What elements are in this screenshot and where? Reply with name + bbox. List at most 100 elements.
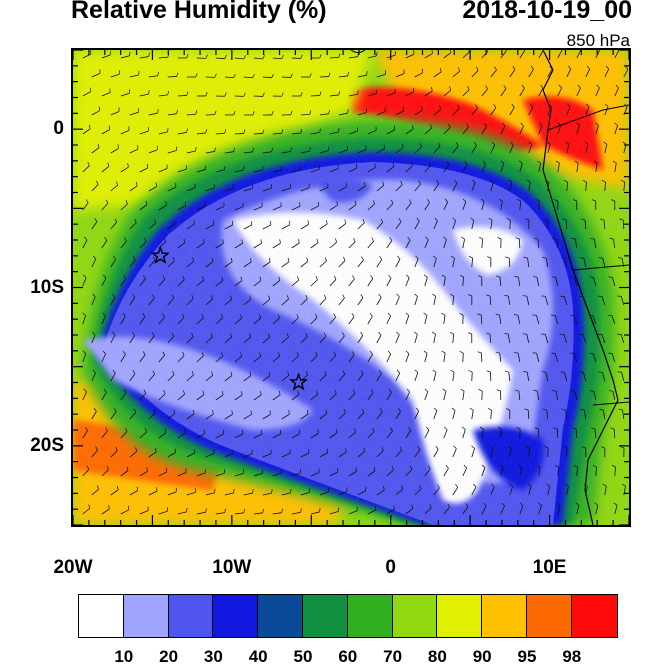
wind-barb	[566, 144, 570, 154]
wind-barb	[291, 472, 301, 477]
wind-barb	[148, 223, 157, 230]
wind-barb-flag	[432, 369, 437, 373]
wind-barb	[538, 505, 542, 515]
wind-barb-flag	[468, 255, 473, 259]
wind-barb	[414, 72, 423, 78]
wind-barb-flag	[536, 464, 541, 468]
wind-barb	[329, 316, 336, 325]
colorbar-swatch	[123, 595, 169, 637]
wind-barb	[319, 491, 329, 496]
wind-barb	[405, 53, 415, 59]
wind-barb	[196, 433, 205, 439]
wind-barb	[424, 127, 432, 135]
wind-barb-flag	[352, 389, 356, 394]
wind-barb	[593, 239, 597, 249]
wind-barb	[500, 125, 506, 135]
wind-barb-flag	[342, 332, 345, 337]
wind-barb	[357, 490, 366, 496]
wind-barb-flag	[421, 106, 423, 111]
wind-barb	[224, 414, 233, 420]
wind-barb	[110, 411, 117, 420]
wind-barb-flag	[512, 66, 516, 70]
wind-barb	[508, 257, 511, 268]
wind-barb	[414, 109, 423, 116]
wind-barb-flag	[519, 502, 524, 506]
wind-barb-flag	[423, 274, 428, 278]
wind-barb	[310, 511, 320, 515]
wind-barb	[357, 185, 366, 192]
wind-barb-flag	[98, 106, 101, 111]
wind-barb-flag	[548, 103, 552, 108]
wind-barb-flag	[580, 408, 585, 411]
wind-barb-flag	[431, 87, 433, 92]
wind-barb	[243, 414, 252, 420]
wind-barb	[91, 72, 101, 78]
wind-barb-flag	[113, 408, 117, 412]
wind-barb-flag	[212, 220, 215, 225]
wind-barb	[234, 473, 244, 477]
wind-barb-flag	[116, 485, 119, 490]
wind-barb-flag	[191, 371, 194, 376]
wind-barb	[300, 150, 310, 154]
wind-barb	[481, 239, 484, 249]
wind-barb	[509, 107, 515, 116]
wind-barb-flag	[281, 508, 283, 513]
wind-barb-flag	[485, 85, 488, 90]
wind-barb-flag	[182, 351, 185, 356]
wind-barb-flag	[370, 389, 374, 393]
wind-barb-flag	[334, 389, 337, 394]
wind-barb	[120, 278, 127, 287]
wind-barb	[224, 453, 234, 458]
wind-barb-flag	[540, 84, 544, 89]
wind-barb	[490, 409, 492, 420]
wind-barb-flag	[89, 87, 92, 92]
wind-barb	[462, 276, 464, 287]
wind-barb-flag	[122, 350, 126, 355]
wind-barb	[177, 393, 185, 401]
wind-barb	[234, 57, 244, 60]
wind-barb-flag	[505, 256, 510, 259]
wind-barb-flag	[522, 295, 527, 297]
wind-barb-flag	[172, 257, 175, 262]
wind-barb	[338, 451, 347, 458]
wind-barb-flag	[468, 370, 473, 373]
wind-barb-flag	[230, 257, 233, 262]
wind-barb	[196, 169, 206, 173]
wind-barb	[82, 277, 87, 287]
wind-barb	[224, 336, 232, 344]
wind-barb	[519, 163, 523, 173]
wind-barb-flag	[459, 274, 464, 278]
wind-barb-flag	[415, 255, 419, 259]
wind-barb-flag	[364, 182, 366, 187]
wind-barb-flag	[560, 257, 565, 259]
wind-barb-flag	[309, 147, 311, 152]
wind-barb-flag	[570, 390, 575, 392]
wind-barb	[120, 166, 129, 173]
wind-barb-flag	[186, 507, 188, 512]
wind-barb-flag	[335, 238, 337, 243]
wind-barb	[148, 490, 158, 496]
wind-barb-flag	[214, 110, 217, 115]
wind-barb	[291, 433, 300, 439]
wind-barb-flag	[162, 351, 165, 356]
wind-barb-flag	[316, 390, 319, 395]
wind-barb-flag	[92, 369, 96, 374]
wind-barb	[509, 69, 516, 78]
wind-barb-flag	[406, 388, 410, 393]
wind-barb	[300, 336, 308, 344]
wind-barb-flag	[328, 72, 331, 77]
wind-barb-flag	[557, 122, 561, 126]
wind-barb	[310, 355, 318, 363]
wind-barb-flag	[210, 295, 213, 300]
wind-barb-flag	[478, 389, 483, 392]
wind-barb	[582, 296, 587, 306]
wind-barb	[215, 280, 224, 287]
wind-barb-flag	[192, 409, 195, 414]
wind-barb	[319, 186, 329, 192]
wind-barb	[186, 336, 194, 344]
wind-barb	[424, 239, 429, 249]
wind-barb-flag	[290, 110, 293, 115]
wind-barb-flag	[553, 427, 558, 430]
wind-barb	[481, 505, 487, 515]
wind-barb-flag	[518, 160, 523, 164]
